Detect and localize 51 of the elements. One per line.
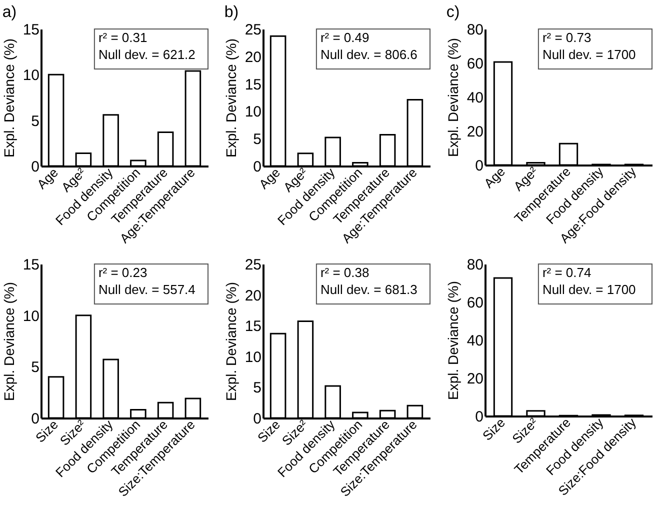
annotation: Null dev. = 1700 [542,47,636,62]
annotation: Null dev. = 681.3 [320,282,418,297]
annotation: r² = 0.38 [320,265,370,280]
y-tick-label: 5 [31,359,40,376]
y-tick-label: 60 [466,294,484,312]
y-tick-label: 25 [244,256,262,274]
annotation: Null dev. = 1700 [542,282,636,297]
y-tick-label: 15 [22,22,40,38]
y-tick-label: 5 [253,131,262,148]
y-tick-label: 5 [31,112,40,130]
annotation: r² = 0.73 [542,30,592,45]
y-tick-label: 20 [244,287,262,304]
y-tick-label: 10 [22,308,40,325]
annotation: Null dev. = 621.2 [98,47,196,62]
y-tick-label: 15 [244,318,262,336]
y-tick-label: 20 [466,124,484,140]
y-axis-title: Expl. Deviance (%) [0,38,17,158]
y-axis-title: Expl. Deviance (%) [444,38,461,158]
y-axis-title: Expl. Deviance (%) [222,282,239,402]
y-tick-label: 5 [253,380,262,397]
y-axis-title: Expl. Deviance (%) [0,282,17,402]
annotation: r² = 0.49 [320,30,370,45]
y-tick-label: 20 [466,370,484,388]
y-tick-label: 10 [244,104,262,121]
chart-title: c) [446,4,460,21]
y-tick-label: 0 [253,158,262,176]
y-tick-label: 40 [466,332,484,350]
annotation: Null dev. = 806.6 [320,47,418,62]
y-tick-label: 10 [22,67,40,84]
chart-title: a) [2,4,17,21]
y-tick-label: 0 [253,410,262,428]
y-axis-title: Expl. Deviance (%) [222,38,239,158]
y-tick-label: 10 [244,348,262,366]
y-tick-label: 15 [22,256,40,274]
y-tick-label: 40 [466,90,484,106]
y-tick-label: 20 [244,48,262,66]
y-tick-label: 80 [466,256,484,274]
y-tick-label: 25 [244,22,262,38]
annotation: r² = 0.74 [542,265,592,280]
annotation: r² = 0.31 [98,30,148,45]
y-tick-label: 60 [466,56,484,72]
y-tick-label: 15 [244,76,262,94]
annotation: Null dev. = 557.4 [98,282,196,297]
chart-title: b) [224,4,239,21]
y-tick-label: 0 [31,410,40,428]
y-tick-label: 80 [466,22,484,38]
y-tick-label: 0 [475,158,484,174]
annotation: r² = 0.23 [98,265,148,280]
y-tick-label: 0 [31,158,40,176]
y-tick-label: 0 [475,408,484,426]
y-axis-title: Expl. Deviance (%) [444,280,461,400]
